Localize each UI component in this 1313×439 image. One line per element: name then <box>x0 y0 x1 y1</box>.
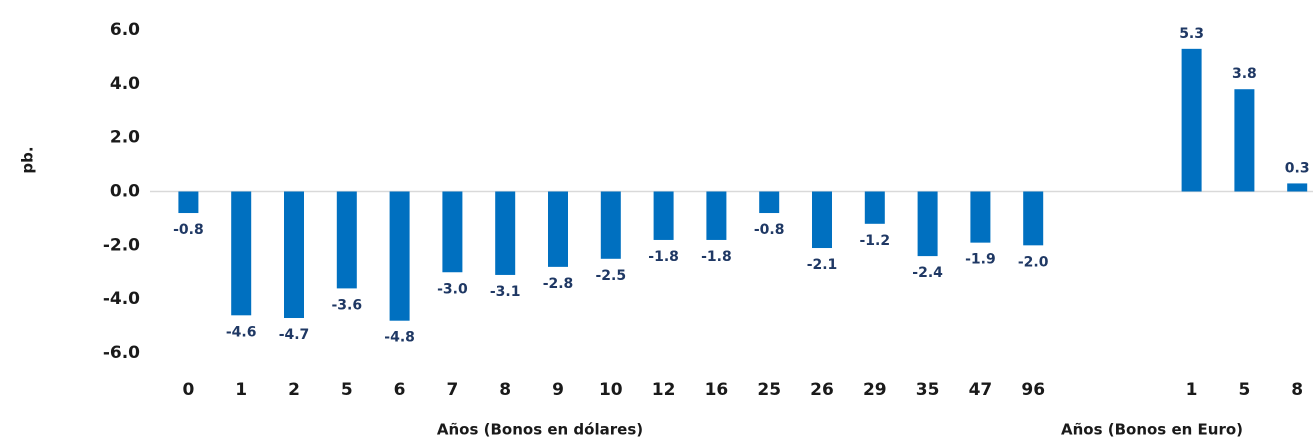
x-tick-label: 6 <box>394 380 406 400</box>
x-tick-label: 5 <box>1238 380 1250 400</box>
x-tick-label: 8 <box>1291 380 1303 400</box>
data-label: -2.5 <box>595 268 626 284</box>
bar <box>495 191 516 275</box>
x-tick-label: 35 <box>916 380 940 400</box>
data-label: -3.6 <box>331 297 362 313</box>
bar <box>336 191 357 289</box>
x-tick-label: 7 <box>446 380 458 400</box>
bar <box>600 191 621 259</box>
x-tick-label: 26 <box>810 380 834 400</box>
x-tick-label: 9 <box>552 380 564 400</box>
data-label: 5.3 <box>1179 26 1204 42</box>
data-label: 0.3 <box>1285 160 1310 176</box>
data-label: -2.0 <box>1018 254 1049 270</box>
bar <box>812 191 832 249</box>
bar <box>970 191 991 243</box>
bar <box>284 191 304 319</box>
data-label: -1.9 <box>965 252 996 268</box>
x-axis-title: Años (Bonos en dólares) <box>437 421 643 439</box>
data-label: -1.8 <box>648 249 679 265</box>
x-tick-label: 8 <box>499 380 511 400</box>
data-label: -0.8 <box>754 222 785 238</box>
data-label: -4.8 <box>384 330 415 346</box>
bar <box>1023 191 1044 246</box>
x-tick-label: 1 <box>1186 380 1198 400</box>
x-tick-label: 5 <box>341 380 353 400</box>
data-label: 3.8 <box>1232 66 1257 82</box>
x-tick-label: 25 <box>757 380 781 400</box>
data-label: -0.8 <box>173 222 204 238</box>
data-label: -4.6 <box>226 324 257 340</box>
x-tick-label: 12 <box>652 380 676 400</box>
bar <box>442 191 463 273</box>
bar <box>548 191 568 267</box>
y-tick-label: -4.0 <box>103 289 140 309</box>
data-label: -1.8 <box>701 249 732 265</box>
bar <box>178 191 199 214</box>
y-axis-title: pb. <box>19 146 37 173</box>
x-tick-label: 16 <box>705 380 729 400</box>
y-tick-label: 4.0 <box>110 74 140 94</box>
bar <box>231 191 252 316</box>
data-label: -3.0 <box>437 281 468 297</box>
bar <box>917 191 938 257</box>
bar <box>706 191 727 240</box>
data-label: -2.1 <box>807 257 838 273</box>
bar <box>1287 183 1308 192</box>
y-tick-label: 2.0 <box>110 128 140 148</box>
data-label: -4.7 <box>279 327 310 343</box>
bar <box>759 191 780 214</box>
x-tick-label: 2 <box>288 380 300 400</box>
bar <box>864 191 885 224</box>
bar <box>389 191 410 321</box>
x-tick-label: 29 <box>863 380 887 400</box>
y-tick-label: 6.0 <box>110 20 140 40</box>
y-tick-label: -6.0 <box>103 343 140 363</box>
data-label: -2.4 <box>912 265 943 281</box>
bar <box>1234 89 1255 192</box>
bar <box>653 191 674 240</box>
x-tick-label: 47 <box>969 380 993 400</box>
bar <box>1181 48 1202 192</box>
y-tick-label: 0.0 <box>110 182 140 202</box>
data-label: -3.1 <box>490 284 521 300</box>
x-axis-title: Años (Bonos en Euro) <box>1061 421 1243 439</box>
x-tick-label: 10 <box>599 380 623 400</box>
x-tick-label: 1 <box>235 380 247 400</box>
data-label: -2.8 <box>543 276 574 292</box>
y-tick-label: -2.0 <box>103 235 140 255</box>
data-label: -1.2 <box>859 233 890 249</box>
x-tick-label: 96 <box>1021 380 1045 400</box>
x-tick-label: 0 <box>182 380 194 400</box>
